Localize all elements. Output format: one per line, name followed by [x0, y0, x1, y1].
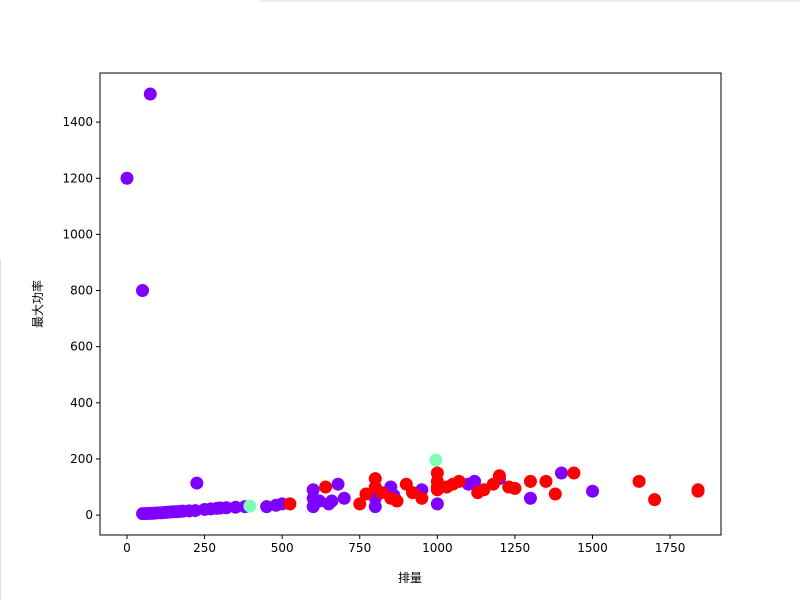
- scatter-point: [586, 484, 600, 498]
- scatter-point: [353, 497, 367, 511]
- scatter-point: [283, 497, 297, 511]
- plot-area: [120, 87, 705, 521]
- scatter-point: [306, 483, 320, 497]
- x-tick-label: 0: [123, 541, 131, 555]
- scatter-point: [243, 499, 257, 513]
- x-tick-label: 500: [271, 541, 294, 555]
- scatter-point: [477, 483, 491, 497]
- scatter-point: [359, 487, 373, 501]
- scatter-point: [554, 466, 568, 480]
- scatter-point: [229, 500, 243, 514]
- y-tick-label: 1200: [62, 171, 93, 185]
- scatter-point: [325, 494, 339, 508]
- scatter-point: [486, 477, 500, 491]
- x-tick-label: 1500: [577, 541, 608, 555]
- scatter-point: [452, 474, 466, 488]
- y-tick-label: 800: [70, 284, 93, 298]
- x-tick-label: 1250: [500, 541, 531, 555]
- y-tick-label: 600: [70, 340, 93, 354]
- x-tick-label: 750: [348, 541, 371, 555]
- scatter-point: [523, 474, 537, 488]
- scatter-point: [415, 491, 429, 505]
- scatter-point: [331, 477, 345, 491]
- scatter-point: [219, 501, 233, 515]
- y-tick-label: 0: [85, 508, 93, 522]
- scatter-point: [120, 171, 134, 185]
- scatter-point: [374, 486, 388, 500]
- scatter-point: [648, 493, 662, 507]
- y-tick-label: 200: [70, 452, 93, 466]
- scatter-point: [406, 486, 420, 500]
- scatter-point: [508, 481, 522, 495]
- scatter-point: [337, 491, 351, 505]
- scatter-point: [143, 87, 157, 101]
- y-tick-label: 400: [70, 396, 93, 410]
- scatter-point: [390, 494, 404, 508]
- x-axis-label: 排量: [398, 571, 422, 585]
- y-tick-label: 1400: [62, 115, 93, 129]
- x-tick-label: 1000: [422, 541, 453, 555]
- scatter-point: [429, 453, 443, 467]
- scatter-point: [190, 476, 204, 490]
- y-axis-label: 最大功率: [30, 280, 45, 328]
- scatter-point: [319, 480, 333, 494]
- axes-frame: [99, 72, 722, 536]
- scatter-point: [523, 491, 537, 505]
- scatter-point: [136, 284, 150, 298]
- scatter-point: [691, 483, 705, 497]
- scatter-point: [539, 474, 553, 488]
- scatter-point: [548, 487, 562, 501]
- scatter-point: [430, 497, 444, 511]
- scatter-point: [468, 474, 482, 488]
- x-tick-label: 1750: [655, 541, 686, 555]
- y-tick-label: 1000: [62, 227, 93, 241]
- scatter-point: [632, 474, 646, 488]
- scatter-point: [567, 466, 581, 480]
- x-tick-label: 250: [193, 541, 216, 555]
